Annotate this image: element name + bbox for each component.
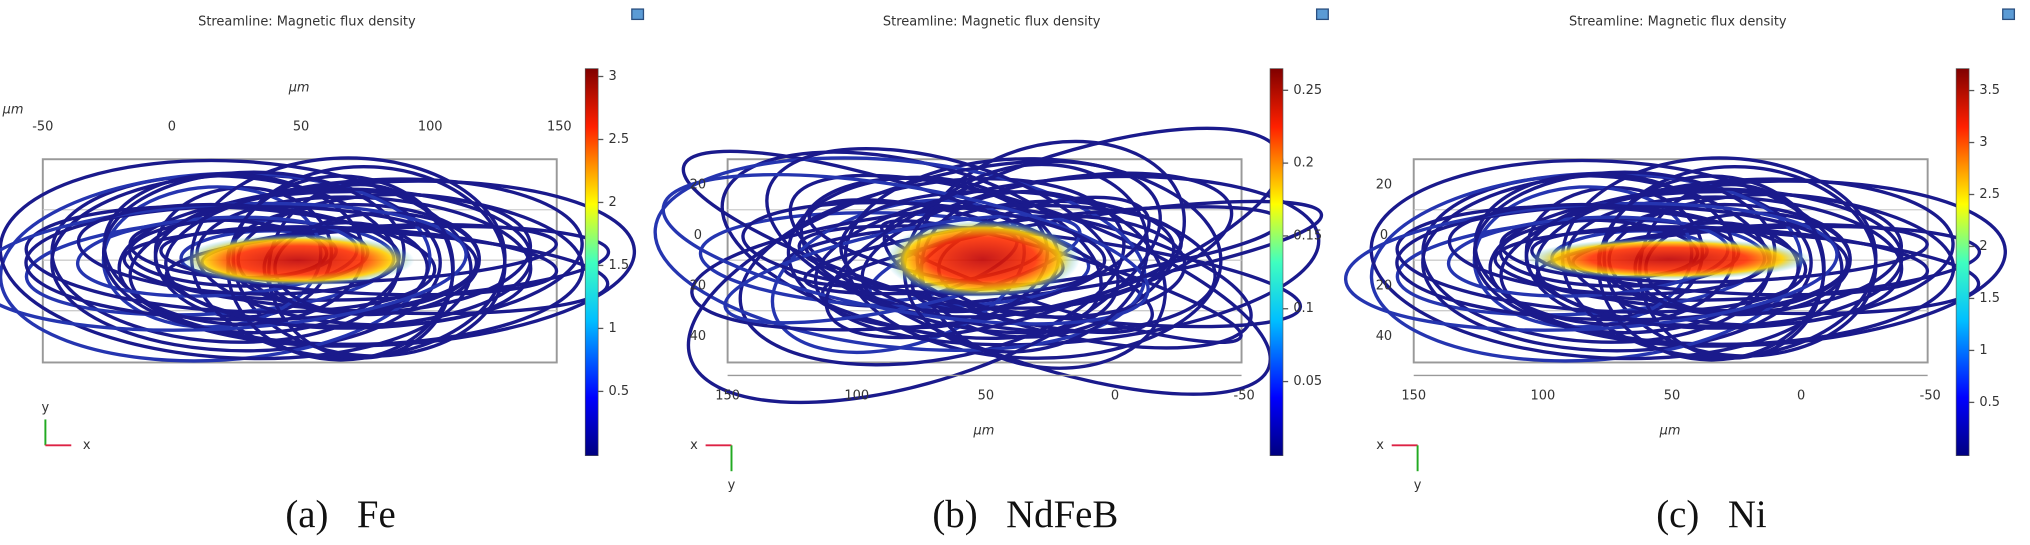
x-tick-label: 150: [547, 119, 572, 134]
colorbar-tick-label: 0.5: [1979, 395, 2000, 410]
icon: [631, 8, 645, 21]
x-tick-label: 0: [1797, 389, 1805, 404]
caption-material: Ni: [1728, 493, 1767, 536]
colorbar: [1269, 68, 1284, 457]
colorbar-tick-label: 0.25: [1293, 83, 1322, 98]
streamline: [1369, 158, 1844, 361]
y-tick-label: 20: [690, 279, 706, 294]
plot-box: [726, 158, 1243, 364]
colorbar-tick-label: 2.5: [1979, 187, 2000, 202]
colorbar-tick-label: 2: [1979, 239, 1987, 254]
colorbar-tick-label: 0.05: [1293, 374, 1322, 389]
triad-label: y: [728, 478, 736, 493]
axis-unit: μm: [1659, 424, 1681, 439]
x-tick-label: 150: [715, 389, 740, 404]
field-core: [1526, 238, 1812, 280]
y-tick-label: 40: [690, 329, 706, 344]
streamline: [159, 225, 559, 297]
x-tick-label: 100: [1530, 389, 1555, 404]
plot-box: [1412, 158, 1929, 364]
panel-title: Streamline: Magnetic flux density: [883, 15, 1101, 30]
colorbar-tick-label: 3: [609, 69, 617, 84]
streamline: [741, 200, 1107, 296]
y-tick-label: 40: [1376, 329, 1392, 344]
colorbar: [1955, 68, 1970, 457]
x-tick-label: 50: [1664, 389, 1680, 404]
y-tick-label: 0: [1380, 228, 1388, 243]
panel: Streamline: Magnetic flux density 150 100 5…: [653, 8, 1329, 536]
side-unit: μm: [2, 103, 24, 118]
streamline: [839, 189, 1217, 334]
y-tick-label: 0: [694, 228, 702, 243]
colorbar-tick-label: 3: [1979, 135, 1987, 150]
streamline: [164, 177, 584, 330]
colorbar: [584, 68, 599, 457]
axis-unit: μm: [288, 81, 310, 96]
field-core: [181, 234, 415, 287]
colorbar-tick-label: 1.5: [609, 258, 630, 273]
colorbar-tick-label: 1.5: [1979, 291, 2000, 306]
colorbar-tick-label: 0.5: [609, 384, 630, 399]
panel-title: Streamline: Magnetic flux density: [1569, 15, 1787, 30]
panel-title: Streamline: Magnetic flux density: [198, 15, 416, 30]
colorbar-tick-label: 2.5: [609, 132, 630, 147]
colorbar-tick-label: 0.15: [1293, 228, 1322, 243]
triad-label: x: [83, 438, 91, 453]
triad-label: y: [1414, 478, 1422, 493]
caption: (b) NdFeB: [932, 493, 1118, 536]
x-tick-label: 50: [293, 119, 309, 134]
colorbar-tick-label: 1: [1979, 343, 1987, 358]
caption-label: (a): [285, 493, 328, 536]
x-tick-label: 0: [1111, 389, 1119, 404]
x-tick-label: 50: [978, 389, 994, 404]
icon: [2002, 8, 2016, 21]
plot-box: [41, 158, 558, 364]
streamline: [661, 172, 1150, 326]
panel: Streamline: Magnetic flux density -50 0 50 1…: [0, 8, 645, 536]
triad-label: x: [1376, 438, 1384, 453]
field-core: [885, 220, 1080, 298]
streamline: [1530, 225, 1930, 297]
caption: (a) Fe: [285, 493, 395, 536]
streamline: [0, 158, 473, 361]
y-tick-label: 20: [690, 178, 706, 193]
x-tick-label: -50: [32, 119, 53, 134]
colorbar-tick-label: 3.5: [1979, 83, 2000, 98]
axis-unit: μm: [973, 424, 995, 439]
colorbar-tick-label: 2: [609, 195, 617, 210]
streamline: [902, 162, 1150, 354]
triad-label: x: [690, 438, 698, 453]
caption-label: (c): [1656, 493, 1699, 536]
triad-label: y: [42, 400, 50, 415]
y-tick-label: 20: [1376, 178, 1392, 193]
x-tick-label: 0: [168, 119, 176, 134]
y-tick-label: 20: [1376, 279, 1392, 294]
x-tick-label: 100: [418, 119, 443, 134]
caption-material: NdFeB: [1006, 493, 1118, 536]
icon: [1315, 8, 1329, 21]
colorbar-tick-label: 0.1: [1293, 301, 1314, 316]
x-tick-label: -50: [1234, 389, 1255, 404]
caption-label: (b): [932, 493, 977, 536]
x-tick-label: 100: [844, 389, 869, 404]
x-tick-label: -50: [1920, 389, 1941, 404]
streamline: [765, 147, 1120, 335]
caption-material: Fe: [357, 493, 396, 536]
caption: (c) Ni: [1656, 493, 1767, 536]
colorbar-tick-label: 1: [609, 321, 617, 336]
colorbar-tick-label: 0.2: [1293, 156, 1314, 171]
x-tick-label: 150: [1401, 389, 1426, 404]
